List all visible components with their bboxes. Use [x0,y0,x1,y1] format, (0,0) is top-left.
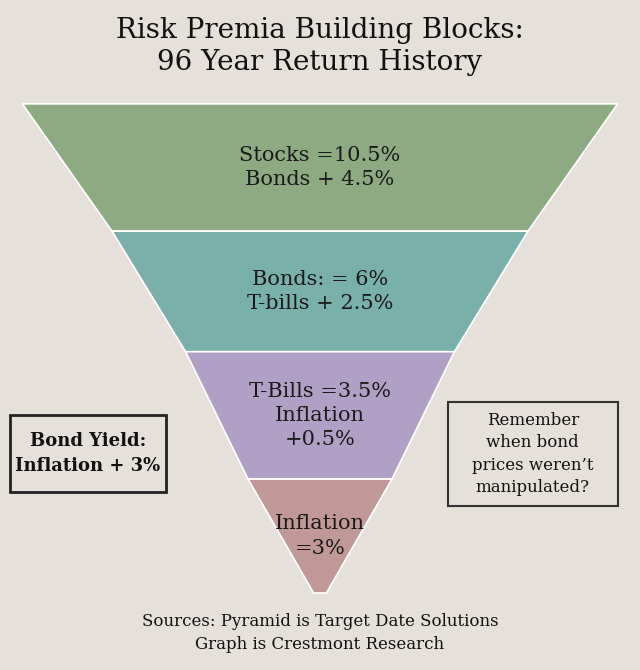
Polygon shape [112,231,528,352]
Text: Stocks =10.5%
Bonds + 4.5%: Stocks =10.5% Bonds + 4.5% [239,146,401,189]
Text: Remember
when bond
prices weren’t
manipulated?: Remember when bond prices weren’t manipu… [472,412,593,496]
Polygon shape [248,479,392,593]
Text: Inflation
=3%: Inflation =3% [275,515,365,557]
Polygon shape [186,352,454,479]
Bar [10,415,166,492]
Polygon shape [22,104,618,231]
Text: Bond Yield:
Inflation + 3%: Bond Yield: Inflation + 3% [15,432,161,476]
Text: Bonds: = 6%
T-bills + 2.5%: Bonds: = 6% T-bills + 2.5% [247,270,393,313]
Text: T-Bills =3.5%
Inflation
+0.5%: T-Bills =3.5% Inflation +0.5% [249,382,391,449]
Bar [448,402,618,506]
Text: Risk Premia Building Blocks:
96 Year Return History: Risk Premia Building Blocks: 96 Year Ret… [116,17,524,76]
Text: Sources: Pyramid is Target Date Solutions
Graph is Crestmont Research: Sources: Pyramid is Target Date Solution… [141,613,499,653]
